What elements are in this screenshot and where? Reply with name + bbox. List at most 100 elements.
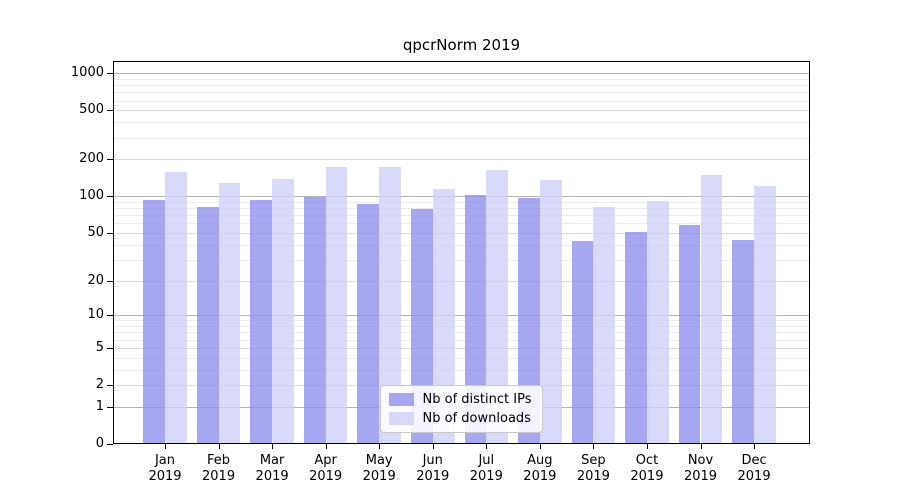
x-tick-mark — [646, 444, 648, 449]
gridline — [114, 339, 809, 341]
x-tick-label: Aug 2019 — [523, 453, 557, 484]
y-tick-label: 1000 — [70, 65, 104, 81]
x-tick-label: Jul 2019 — [469, 453, 503, 484]
y-tick-mark — [107, 315, 113, 317]
gridline — [114, 244, 809, 246]
x-tick-mark — [325, 444, 327, 449]
bar-downloads — [379, 167, 401, 443]
bar-distinct-ips — [303, 196, 326, 443]
bar-downloads — [539, 180, 562, 443]
gridline — [114, 326, 809, 328]
x-tick-mark — [165, 444, 166, 449]
bar-downloads — [272, 179, 294, 443]
gridline — [114, 215, 809, 217]
gridline — [114, 208, 809, 210]
bars-layer — [114, 62, 809, 443]
gridline — [114, 110, 809, 112]
gridline — [114, 122, 809, 124]
y-tick-mark — [107, 73, 113, 75]
gridline — [114, 78, 809, 80]
bar-distinct-ips — [357, 204, 380, 443]
legend-swatch-distinct-ips — [388, 393, 414, 406]
gridline — [114, 347, 809, 349]
y-tick-label: 20 — [87, 272, 104, 288]
bar-distinct-ips — [143, 199, 165, 443]
x-tick-label: Oct 2019 — [630, 453, 664, 484]
x-tick-mark — [700, 444, 702, 449]
bar-distinct-ips — [518, 198, 540, 443]
x-tick-mark — [218, 444, 220, 449]
bar-downloads — [165, 172, 187, 443]
y-tick-mark — [107, 406, 113, 408]
y-tick-mark — [107, 347, 113, 349]
gridline — [114, 100, 809, 102]
x-tick-mark — [486, 444, 488, 449]
legend-item-distinct-ips: Nb of distinct IPs — [388, 392, 532, 407]
x-tick-label: Mar 2019 — [255, 453, 289, 484]
y-tick-mark — [107, 196, 113, 198]
bar-downloads — [325, 166, 348, 443]
gridline — [114, 233, 809, 235]
gridline — [114, 369, 809, 371]
gridline — [114, 159, 809, 161]
y-tick-label: 500 — [79, 102, 104, 118]
gridline — [114, 201, 809, 203]
gridline — [114, 85, 809, 87]
x-tick-mark — [754, 444, 756, 449]
x-tick-mark — [593, 444, 595, 449]
x-tick-label: Jan 2019 — [148, 453, 182, 484]
gridline — [114, 92, 809, 94]
bar-distinct-ips — [571, 241, 594, 443]
legend-label-distinct-ips: Nb of distinct IPs — [422, 392, 532, 407]
x-tick-label: Sep 2019 — [576, 453, 610, 484]
x-tick-label: Dec 2019 — [737, 453, 771, 484]
legend: Nb of distinct IPs Nb of downloads — [379, 385, 544, 433]
bar-distinct-ips — [410, 208, 433, 443]
x-tick-label: Apr 2019 — [309, 453, 343, 484]
gridline — [114, 137, 809, 139]
gridline — [114, 196, 809, 198]
y-tick-label: 50 — [87, 225, 104, 241]
legend-swatch-downloads — [388, 412, 414, 425]
y-tick-label: 0 — [95, 436, 104, 451]
gridline — [114, 357, 809, 359]
legend-item-downloads: Nb of downloads — [388, 411, 532, 426]
gridline — [114, 259, 809, 261]
bar-downloads — [218, 183, 241, 443]
x-tick-mark — [272, 444, 274, 449]
plot-area: Nb of distinct IPs Nb of downloads — [113, 61, 810, 444]
bar-downloads — [700, 174, 723, 443]
gridline — [114, 315, 809, 317]
y-tick-mark — [107, 444, 113, 445]
y-tick-mark — [107, 110, 113, 112]
bar-distinct-ips — [464, 195, 487, 443]
bar-distinct-ips — [678, 225, 701, 443]
y-tick-label: 2 — [95, 377, 104, 393]
bar-downloads — [486, 169, 509, 443]
gridline — [114, 73, 809, 75]
x-tick-label: Feb 2019 — [202, 453, 236, 484]
x-tick-mark — [539, 444, 541, 449]
bar-downloads — [646, 200, 669, 443]
bar-distinct-ips — [732, 239, 755, 443]
y-tick-label: 1 — [95, 398, 104, 414]
bar-downloads — [593, 206, 616, 443]
x-tick-label: May 2019 — [362, 453, 396, 484]
gridline — [114, 332, 809, 334]
y-tick-mark — [107, 233, 113, 235]
legend-label-downloads: Nb of downloads — [422, 411, 531, 426]
gridline — [114, 223, 809, 225]
x-tick-label: Jun 2019 — [416, 453, 450, 484]
bar-downloads — [432, 188, 455, 443]
bar-distinct-ips — [625, 232, 647, 443]
y-tick-mark — [107, 159, 113, 161]
y-tick-label: 10 — [87, 307, 104, 323]
bar-downloads — [754, 185, 776, 443]
y-tick-label: 100 — [79, 188, 104, 204]
gridline — [114, 320, 809, 322]
y-tick-label: 200 — [79, 151, 104, 167]
y-tick-label: 5 — [95, 339, 104, 355]
gridline — [114, 280, 809, 282]
x-tick-label: Nov 2019 — [683, 453, 718, 484]
bar-distinct-ips — [250, 200, 273, 443]
